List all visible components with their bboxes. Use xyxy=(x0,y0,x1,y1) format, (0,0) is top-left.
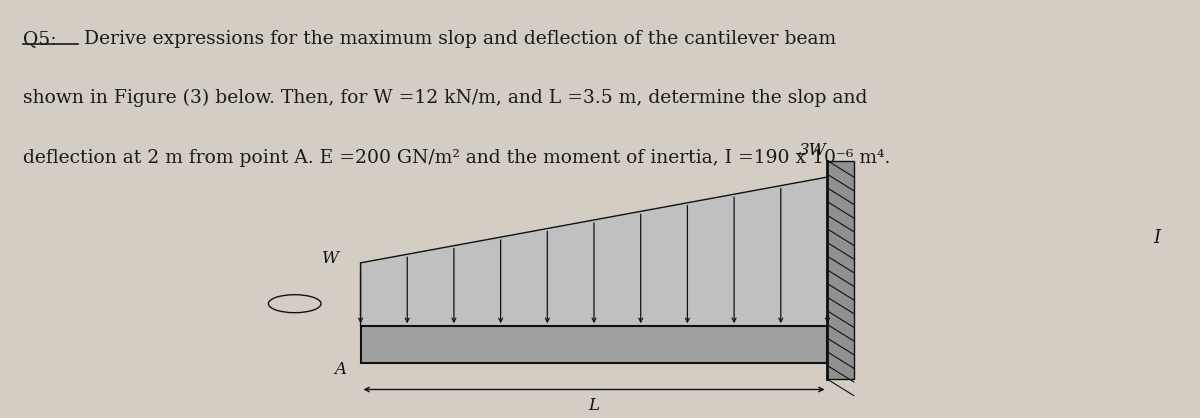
Bar xyxy=(828,161,854,379)
Polygon shape xyxy=(360,177,828,326)
Text: deflection at 2 m from point A. E =200 GN/m² and the moment of inertia, I =190 x: deflection at 2 m from point A. E =200 G… xyxy=(23,149,890,167)
Text: W: W xyxy=(322,250,340,267)
Text: Q5:: Q5: xyxy=(23,30,56,48)
Text: I: I xyxy=(1153,229,1160,247)
Text: A: A xyxy=(334,361,346,378)
Text: Derive expressions for the maximum slop and deflection of the cantilever beam: Derive expressions for the maximum slop … xyxy=(78,30,836,48)
Text: L: L xyxy=(588,397,600,414)
Text: 3W: 3W xyxy=(799,142,827,159)
Text: shown in Figure (3) below. Then, for W =12 kN/m, and L =3.5 m, determine the slo: shown in Figure (3) below. Then, for W =… xyxy=(23,89,868,107)
Polygon shape xyxy=(360,326,828,363)
